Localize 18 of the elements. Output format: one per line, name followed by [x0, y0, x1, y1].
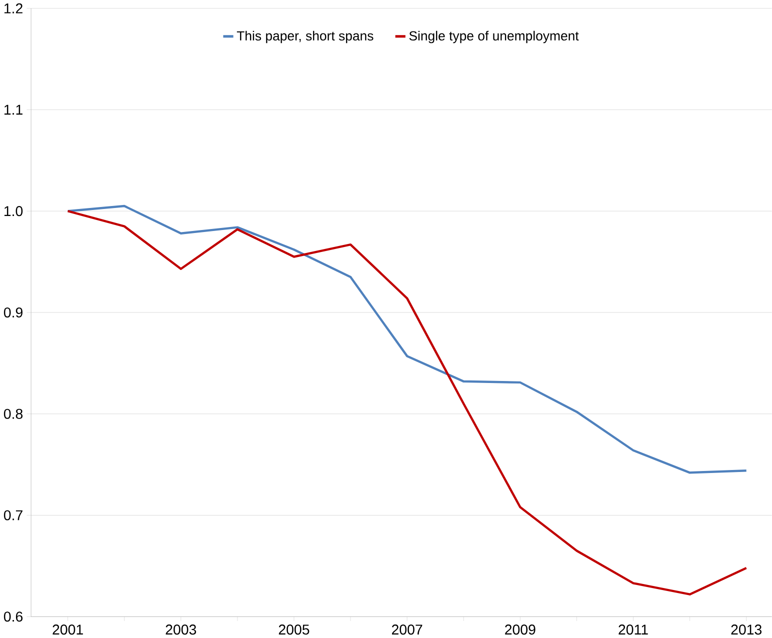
y-tick-label: 0.8	[4, 408, 23, 419]
y-tick-label: 0.6	[4, 612, 23, 622]
y-tick-label: 1.0	[4, 206, 23, 216]
x-tick-label: 2003	[166, 624, 196, 635]
x-tick-label: 2007	[392, 624, 422, 635]
x-tick-label: 2011	[618, 624, 648, 635]
legend-label: Single type of unemployment	[409, 30, 579, 44]
y-tick-label: 0.9	[4, 307, 22, 318]
line-series	[66, 210, 748, 596]
x-tick-label: 2009	[505, 624, 536, 635]
x-tick-label: 2013	[731, 624, 762, 635]
y-tick-label: 0.7	[4, 510, 22, 520]
legend-label: This paper, short spans	[236, 30, 374, 44]
y-tick-label: 1.1	[4, 104, 22, 115]
x-tick-label: 2005	[278, 624, 310, 635]
y-tick-label: 1.2	[4, 3, 22, 14]
line-series	[66, 204, 748, 474]
x-tick-label: 2001	[52, 624, 83, 635]
